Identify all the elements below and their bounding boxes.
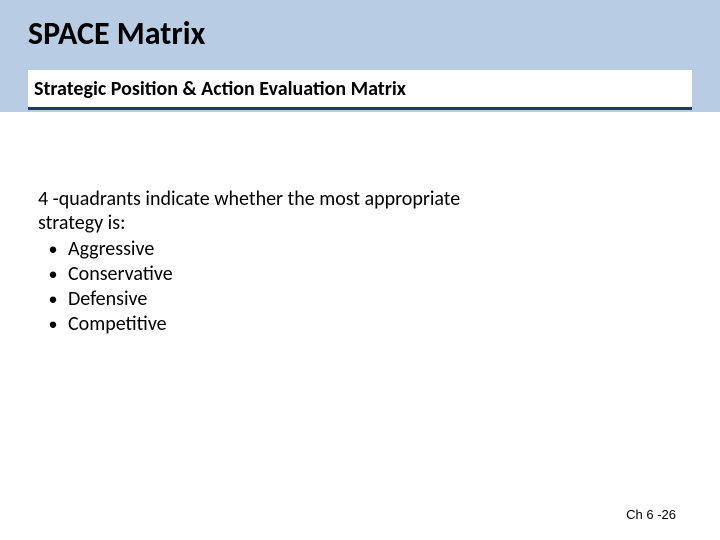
bullet-icon: • bbox=[38, 238, 68, 261]
slide: SPACE Matrix Strategic Position & Action… bbox=[0, 0, 720, 540]
bullet-icon: • bbox=[38, 288, 68, 311]
list-item: • Defensive bbox=[38, 287, 598, 312]
list-item: • Conservative bbox=[38, 262, 598, 287]
list-item: • Aggressive bbox=[38, 237, 598, 262]
bullet-text: Defensive bbox=[68, 287, 147, 312]
bullet-text: Conservative bbox=[68, 262, 173, 287]
body-content: 4 -quadrants indicate whether the most a… bbox=[38, 188, 598, 337]
slide-title: SPACE Matrix bbox=[28, 14, 205, 53]
slide-subtitle: Strategic Position & Action Evaluation M… bbox=[34, 77, 406, 101]
bullet-icon: • bbox=[38, 313, 68, 336]
list-item: • Competitive bbox=[38, 312, 598, 337]
body-intro-line: strategy is: bbox=[38, 212, 598, 236]
bullet-text: Competitive bbox=[68, 312, 167, 337]
bullet-icon: • bbox=[38, 263, 68, 286]
body-intro-line: 4 -quadrants indicate whether the most a… bbox=[38, 188, 598, 212]
subtitle-box: Strategic Position & Action Evaluation M… bbox=[28, 70, 692, 110]
footer-page-ref: Ch 6 -26 bbox=[626, 507, 676, 522]
bullet-text: Aggressive bbox=[68, 237, 154, 262]
bullet-list: • Aggressive • Conservative • Defensive … bbox=[38, 237, 598, 337]
